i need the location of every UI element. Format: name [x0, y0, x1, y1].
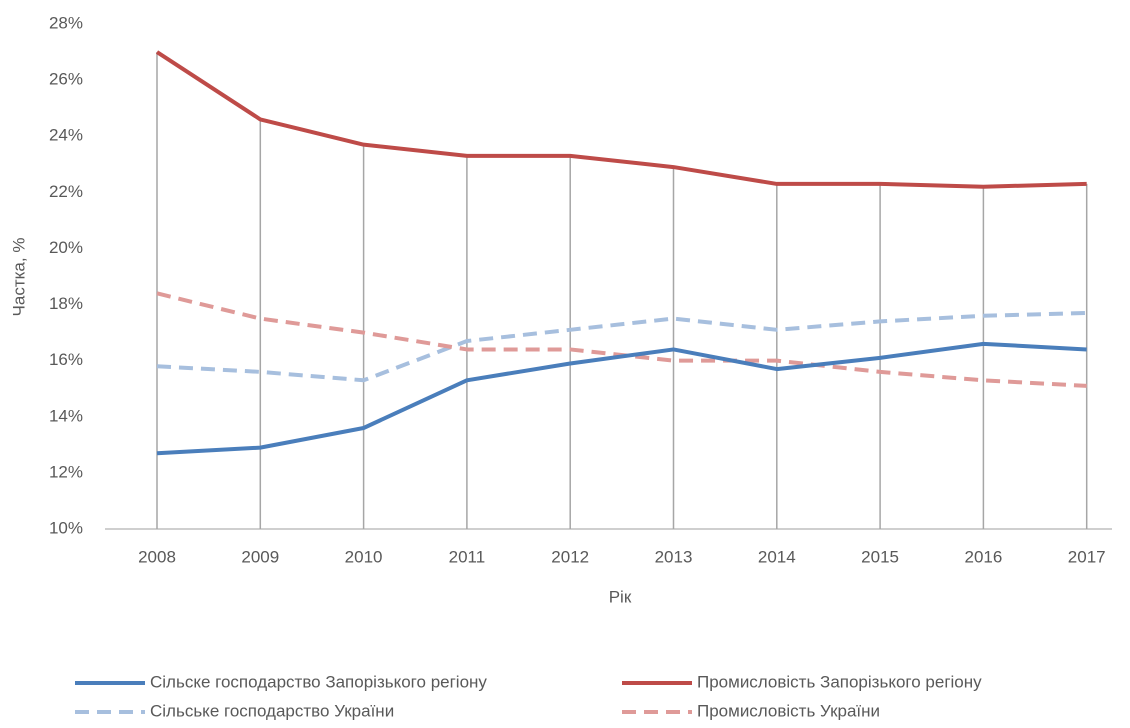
y-tick-label: 28% — [49, 13, 83, 32]
x-tick-label: 2009 — [241, 547, 279, 566]
x-tick-label: 2017 — [1068, 547, 1106, 566]
y-tick-label: 18% — [49, 294, 83, 313]
x-tick-label: 2015 — [861, 547, 899, 566]
y-tick-label: 26% — [49, 70, 83, 89]
y-tick-label: 10% — [49, 518, 83, 537]
series-line — [156, 341, 1087, 456]
x-axis-label: Рік — [609, 587, 632, 606]
y-tick-label: 22% — [49, 182, 83, 201]
y-axis-label: Частка, % — [9, 238, 28, 317]
x-tick-label: 2010 — [345, 547, 383, 566]
x-tick-label: 2012 — [551, 547, 589, 566]
legend-label: Промисловість України — [697, 701, 880, 720]
y-tick-label: 24% — [49, 126, 83, 145]
y-tick-label: 20% — [49, 238, 83, 257]
y-tick-label: 16% — [49, 350, 83, 369]
y-tick-label: 14% — [49, 406, 83, 425]
x-tick-label: 2011 — [449, 547, 486, 566]
series-line — [156, 310, 1087, 383]
series-line — [156, 291, 1087, 388]
x-tick-label: 2014 — [758, 547, 796, 566]
legend-label: Сільске господарство Запорізького регіон… — [150, 672, 487, 691]
series-line — [155, 50, 1087, 189]
legend-label: Промисловість Запорізького регіону — [697, 672, 982, 691]
y-tick-label: 12% — [49, 462, 83, 481]
x-tick-label: 2016 — [964, 547, 1002, 566]
legend-label: Сільське господарство України — [150, 701, 394, 720]
x-tick-label: 2013 — [655, 547, 693, 566]
x-tick-label: 2008 — [138, 547, 176, 566]
